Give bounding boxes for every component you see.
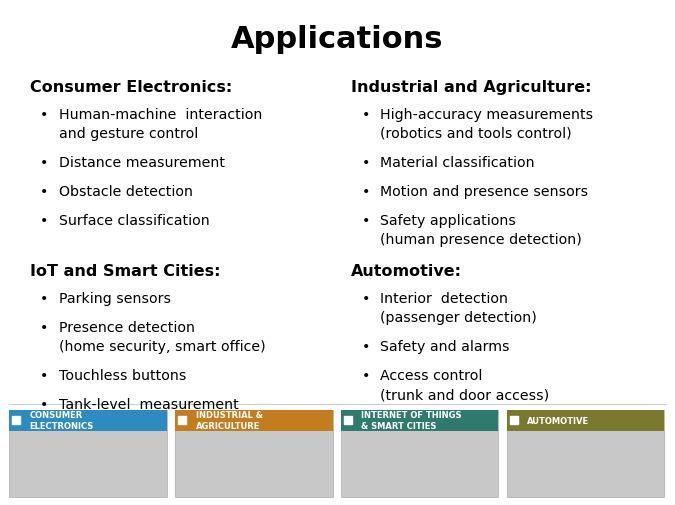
Text: Safety applications: Safety applications: [380, 214, 516, 228]
Text: Tank-level  measurement: Tank-level measurement: [59, 397, 239, 411]
FancyBboxPatch shape: [507, 410, 664, 497]
FancyBboxPatch shape: [341, 410, 498, 497]
FancyBboxPatch shape: [176, 410, 333, 431]
Text: •: •: [362, 156, 370, 170]
Text: •: •: [40, 108, 49, 122]
Text: •: •: [362, 184, 370, 198]
Text: Presence detection: Presence detection: [59, 321, 195, 334]
Text: Parking sensors: Parking sensors: [59, 291, 171, 306]
Text: Distance measurement: Distance measurement: [59, 156, 225, 170]
Text: •: •: [362, 291, 370, 306]
Text: Industrial and Agriculture:: Industrial and Agriculture:: [351, 80, 591, 95]
FancyBboxPatch shape: [507, 410, 664, 431]
Text: Safety and alarms: Safety and alarms: [380, 339, 510, 353]
Text: (passenger detection): (passenger detection): [380, 311, 537, 324]
Text: CONSUMER
ELECTRONICS: CONSUMER ELECTRONICS: [30, 411, 94, 430]
Text: Automotive:: Automotive:: [351, 264, 462, 278]
Text: •: •: [362, 108, 370, 122]
Text: •: •: [362, 368, 370, 382]
Text: AUTOMOTIVE: AUTOMOTIVE: [527, 416, 589, 425]
Text: Material classification: Material classification: [380, 156, 535, 170]
Text: Touchless buttons: Touchless buttons: [59, 368, 186, 382]
Text: •: •: [40, 156, 49, 170]
Text: Human-machine  interaction: Human-machine interaction: [59, 108, 263, 122]
Text: Motion and presence sensors: Motion and presence sensors: [380, 184, 589, 198]
Text: Obstacle detection: Obstacle detection: [59, 184, 193, 198]
FancyBboxPatch shape: [176, 410, 333, 497]
FancyBboxPatch shape: [9, 410, 167, 497]
Text: IoT and Smart Cities:: IoT and Smart Cities:: [30, 264, 220, 278]
Text: (human presence detection): (human presence detection): [380, 232, 582, 246]
Text: •: •: [362, 416, 370, 430]
Text: High-accuracy measurements: High-accuracy measurements: [380, 108, 593, 122]
Text: •: •: [40, 368, 49, 382]
Text: •: •: [40, 184, 49, 198]
FancyBboxPatch shape: [341, 410, 498, 431]
Text: INDUSTRIAL &
AGRICULTURE: INDUSTRIAL & AGRICULTURE: [196, 411, 263, 430]
Text: Applications: Applications: [232, 25, 443, 54]
Text: •: •: [40, 321, 49, 334]
Text: •: •: [40, 291, 49, 306]
Text: •: •: [40, 214, 49, 228]
Text: Access control: Access control: [380, 368, 483, 382]
FancyBboxPatch shape: [9, 410, 167, 431]
Text: (home security, smart office): (home security, smart office): [59, 339, 266, 353]
Text: •: •: [362, 339, 370, 353]
Text: Surface classification: Surface classification: [59, 214, 210, 228]
Text: Gesture control: Gesture control: [380, 416, 490, 430]
Text: (trunk and door access): (trunk and door access): [380, 387, 549, 401]
Text: Consumer Electronics:: Consumer Electronics:: [30, 80, 232, 95]
Text: •: •: [40, 397, 49, 411]
Text: (robotics and tools control): (robotics and tools control): [380, 127, 572, 140]
Text: •: •: [362, 214, 370, 228]
Text: Interior  detection: Interior detection: [380, 291, 508, 306]
Text: INTERNET OF THINGS
& SMART CITIES: INTERNET OF THINGS & SMART CITIES: [361, 411, 462, 430]
Text: and gesture control: and gesture control: [59, 127, 198, 140]
